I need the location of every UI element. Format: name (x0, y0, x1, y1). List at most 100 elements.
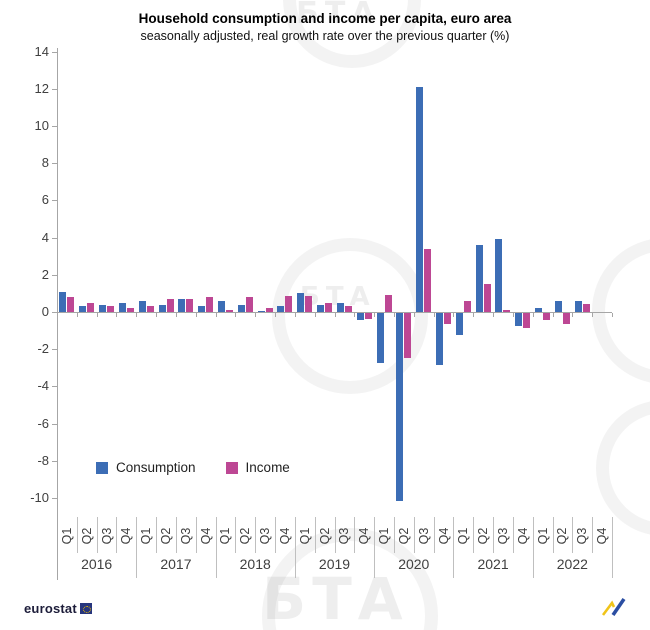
bar-consumption-2019-Q2 (317, 304, 325, 312)
quarter-separator-line (156, 517, 158, 553)
y-axis-tick (52, 237, 57, 239)
x-axis-zero-line (57, 312, 612, 313)
x-axis-tick (433, 313, 435, 317)
x-axis-quarter-label: Q3 (416, 527, 431, 545)
x-axis-tick (354, 313, 356, 317)
x-axis-year-label: 2018 (239, 556, 271, 572)
year-separator-line (215, 517, 217, 578)
year-separator-line (294, 517, 296, 578)
y-axis-tick (52, 200, 57, 202)
bar-income-2018-Q4 (285, 296, 293, 312)
quarter-separator-line (116, 517, 118, 553)
chart-subtitle: seasonally adjusted, real growth rate ov… (140, 29, 510, 43)
bar-consumption-2018-Q2 (237, 304, 245, 312)
bta-logo-icon (601, 597, 626, 617)
bar-income-2022-Q3 (582, 303, 590, 312)
bar-consumption-2016-Q3 (99, 304, 107, 312)
bar-consumption-2020-Q1 (376, 313, 384, 364)
legend-swatch-consumption-icon (96, 461, 108, 474)
bar-income-2017-Q4 (206, 297, 214, 312)
bar-consumption-2019-Q3 (336, 302, 344, 312)
y-axis-tick (52, 349, 57, 351)
year-separator-line (532, 517, 534, 578)
x-axis-quarter-label: Q4 (595, 527, 610, 545)
bar-consumption-2020-Q2 (396, 313, 404, 501)
x-axis-quarter-label: Q2 (396, 527, 411, 545)
y-axis-tick (52, 163, 57, 165)
bar-income-2020-Q3 (424, 248, 432, 312)
x-axis-tick (512, 313, 514, 317)
x-axis-quarter-label: Q4 (515, 527, 530, 545)
y-axis-tick (52, 386, 57, 388)
x-axis-quarter-label: Q2 (317, 527, 332, 545)
y-axis-tick (52, 126, 57, 127)
quarter-separator-line (334, 517, 336, 553)
x-axis-quarter-label: Q3 (337, 527, 352, 545)
bar-consumption-2021-Q4 (515, 313, 523, 327)
x-axis-quarter-label: Q3 (575, 527, 590, 545)
chart-title: Household consumption and income per cap… (138, 11, 512, 26)
x-axis-quarter-label: Q4 (357, 527, 372, 545)
x-axis-quarter-label: Q3 (99, 527, 114, 545)
bar-consumption-2016-Q1 (59, 291, 67, 312)
x-axis-tick (592, 313, 594, 317)
x-axis-year-label: 2016 (81, 556, 113, 572)
bar-consumption-2017-Q4 (198, 306, 206, 312)
bar-consumption-2019-Q4 (356, 313, 364, 321)
x-axis-tick (453, 313, 455, 317)
x-axis-tick (493, 313, 495, 317)
y-axis-tick (52, 312, 57, 313)
y-axis-label: 2 (41, 266, 49, 282)
y-axis-label: -10 (30, 490, 49, 505)
bar-income-2016-Q3 (107, 306, 115, 312)
x-axis-tick (374, 313, 376, 317)
quarter-separator-line (255, 517, 257, 553)
bar-consumption-2022-Q3 (574, 300, 582, 312)
x-axis-year-label: 2019 (318, 556, 351, 572)
x-axis-quarter-label: Q2 (238, 527, 253, 545)
legend-label-income: Income (245, 460, 290, 475)
quarter-separator-line (354, 517, 356, 553)
bar-income-2019-Q3 (344, 306, 352, 312)
bar-income-2016-Q4 (126, 308, 134, 312)
bta-watermark-text: БТА (262, 565, 409, 630)
year-separator-line (374, 517, 376, 578)
x-axis-tick (175, 313, 177, 317)
legend-swatch-income-icon (225, 461, 238, 474)
bar-income-2020-Q4 (444, 313, 452, 325)
year-separator-line (453, 517, 455, 578)
y-axis-label: 8 (41, 155, 49, 171)
y-axis-label: 10 (34, 118, 49, 133)
bar-income-2021-Q2 (483, 284, 491, 312)
bar-income-2020-Q1 (384, 295, 392, 312)
y-axis-tick (52, 423, 57, 425)
y-axis-label: 4 (41, 229, 49, 245)
y-axis-label: 12 (34, 80, 49, 96)
bar-income-2022-Q1 (543, 313, 551, 320)
quarter-separator-line (235, 517, 237, 553)
x-axis-tick (572, 313, 574, 317)
bar-income-2020-Q2 (404, 313, 412, 358)
bar-income-2019-Q2 (325, 302, 333, 312)
bar-income-2019-Q1 (305, 296, 313, 312)
quarter-separator-line (413, 517, 415, 553)
bar-consumption-2016-Q4 (118, 302, 126, 312)
bar-consumption-2017-Q1 (138, 300, 146, 312)
year-separator-line (612, 517, 613, 578)
x-axis-tick (156, 313, 158, 317)
x-axis-tick (314, 313, 316, 317)
bar-income-2018-Q2 (245, 297, 253, 312)
bar-consumption-2016-Q2 (79, 306, 87, 312)
x-axis-quarter-label: Q1 (297, 527, 312, 545)
x-axis-year-label: 2017 (160, 556, 192, 572)
quarter-separator-line (552, 517, 554, 553)
x-axis-quarter-label: Q4 (436, 527, 451, 545)
year-separator-line (136, 517, 138, 578)
bar-consumption-2017-Q2 (158, 304, 166, 312)
x-axis-quarter-label: Q4 (198, 527, 213, 545)
x-axis-quarter-label: Q1 (139, 527, 154, 545)
y-axis-label: -2 (37, 341, 49, 357)
x-axis-tick (552, 313, 554, 317)
x-axis-quarter-label: Q2 (79, 527, 94, 545)
